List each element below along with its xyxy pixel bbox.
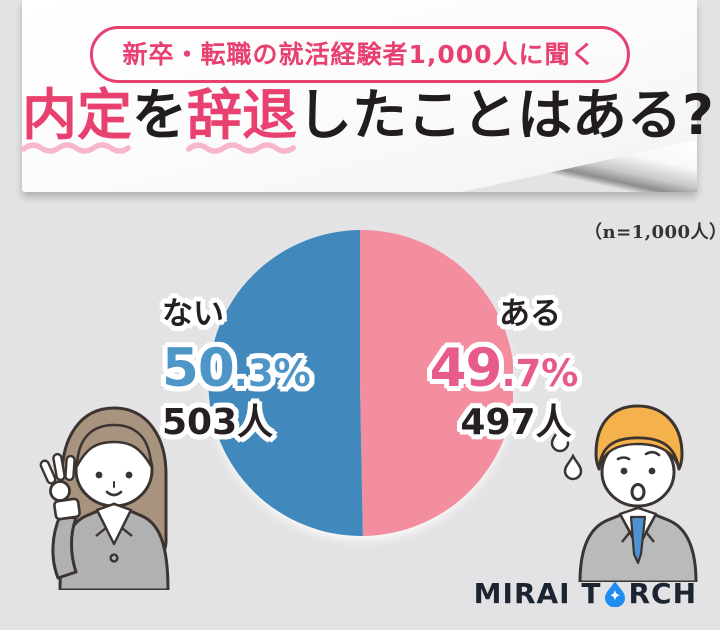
man-surprised-illustration [550, 404, 698, 582]
pie-label-aru: ある 49.7% 497人 [426, 299, 582, 441]
pie-chart-svg [208, 229, 515, 537]
logo-text-after: RCH [628, 577, 697, 610]
survey-badge-text: 新卒・転職の就活経験者1,000人に聞く [122, 40, 597, 69]
pie-slice-nai [208, 230, 363, 537]
title-plain-1: を [132, 83, 188, 147]
pie-label-nai: ない 50.3% 503人 [162, 299, 311, 441]
slice-name-nai: ない [162, 296, 224, 332]
pie-slice-aru [360, 229, 515, 536]
title-highlight-1: 内定 [21, 83, 132, 154]
survey-badge: 新卒・転職の就活経験者1,000人に聞く [89, 26, 630, 83]
mirai-torch-logo: MIRAI T RCH [474, 577, 697, 610]
woman-ok-sign-illustration [39, 406, 170, 590]
logo-text-before: MIRAI T [473, 577, 602, 610]
pie-chart [207, 229, 515, 537]
torch-drop-icon [605, 581, 626, 607]
title-plain-2: したことはある? [297, 83, 714, 147]
slice-name-aru: ある [499, 296, 561, 332]
title-highlight-2: 辞退 [186, 83, 297, 154]
slice-percent-nai: 50.3% [162, 338, 311, 399]
wavy-underline-icon [21, 142, 131, 154]
slice-count-nai: 503人 [162, 402, 274, 443]
sample-size-label: （n=1,000人） [584, 222, 720, 243]
slice-count-aru: 497人 [460, 402, 572, 443]
slice-percent-aru: 49.7% [429, 338, 579, 399]
page-title: 内定 を辞退 したことはある? [21, 83, 714, 154]
wavy-underline-icon [186, 142, 296, 154]
page-curl [462, 140, 697, 192]
header-card: 新卒・転職の就活経験者1,000人に聞く 内定 を辞退 したことはある? [21, 0, 714, 192]
